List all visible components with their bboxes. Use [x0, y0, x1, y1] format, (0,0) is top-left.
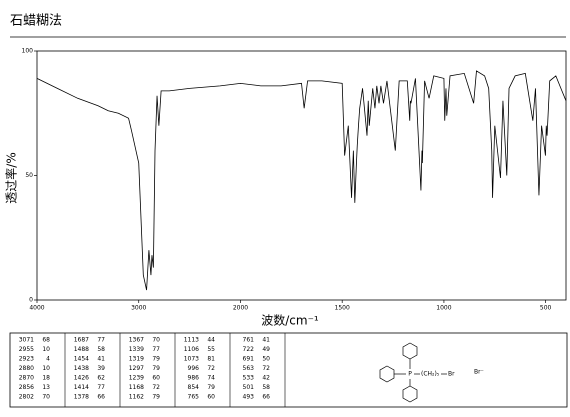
phenyl-ring	[379, 365, 395, 383]
transmittance: 58	[97, 346, 105, 353]
transmittance: 77	[152, 346, 160, 353]
transmittance: 72	[207, 365, 215, 372]
atom-label: Br	[448, 371, 455, 378]
transmittance: 79	[152, 394, 160, 401]
wavenumber: 493	[243, 394, 255, 401]
wavenumber: 2955	[19, 346, 34, 353]
transmittance: 77	[97, 337, 105, 344]
wavenumber: 533	[243, 375, 255, 382]
wavenumber: 691	[243, 356, 255, 363]
phenyl-ring	[402, 385, 418, 403]
transmittance: 41	[262, 337, 270, 344]
x-tick-label: 3000	[131, 305, 146, 312]
wavenumber: 563	[243, 365, 255, 372]
transmittance: 39	[97, 365, 105, 372]
wavenumber: 1687	[74, 337, 89, 344]
atom-label: P	[408, 371, 412, 378]
wavenumber: 2802	[19, 394, 34, 401]
transmittance: 72	[152, 384, 160, 391]
x-tick-label: 500	[540, 305, 552, 312]
wavenumber: 1414	[74, 384, 89, 391]
wavenumber: 765	[188, 394, 200, 401]
x-axis-label: 波数/cm⁻¹	[261, 313, 319, 328]
transmittance: 13	[42, 384, 50, 391]
wavenumber: 1297	[129, 365, 144, 372]
wavenumber: 1438	[74, 365, 89, 372]
structure	[379, 342, 447, 403]
x-tick-label: 2000	[233, 305, 248, 312]
wavenumber: 1454	[74, 356, 89, 363]
wavenumber: 1073	[184, 356, 199, 363]
wavenumber: 854	[188, 384, 200, 391]
transmittance: 77	[97, 384, 105, 391]
y-tick-label: 0	[29, 297, 33, 304]
transmittance: 68	[42, 337, 50, 344]
wavenumber: 996	[188, 365, 200, 372]
y-axis-label: 透过率/%	[4, 152, 19, 203]
wavenumber: 1319	[129, 356, 144, 363]
plot-frame	[36, 50, 567, 301]
chart-title: 石蜡糊法	[10, 13, 62, 29]
transmittance: 55	[207, 346, 215, 353]
wavenumber: 2880	[19, 365, 34, 372]
transmittance: 79	[152, 365, 160, 372]
wavenumber: 3071	[19, 337, 34, 344]
transmittance: 42	[262, 375, 270, 382]
wavenumber: 761	[243, 337, 255, 344]
y-tick-label: 50	[25, 172, 33, 179]
table-frame	[9, 332, 568, 408]
transmittance: 4	[46, 356, 50, 363]
phenyl-ring	[402, 342, 418, 360]
wavenumber: 1426	[74, 375, 89, 382]
wavenumber: 1367	[129, 337, 144, 344]
transmittance: 58	[262, 384, 270, 391]
transmittance: 62	[97, 375, 105, 382]
wavenumber: 1162	[129, 394, 144, 401]
transmittance: 44	[207, 337, 215, 344]
chain-label: (CH₂)₅	[421, 371, 440, 378]
wavenumber: 1113	[184, 337, 199, 344]
wavenumber: 2923	[19, 356, 34, 363]
transmittance: 70	[152, 337, 160, 344]
transmittance: 10	[42, 365, 50, 372]
y-tick-label: 100	[22, 48, 34, 55]
wavenumber: 1339	[129, 346, 144, 353]
anion-label: Br⁻	[474, 369, 484, 376]
transmittance: 81	[207, 356, 215, 363]
wavenumber: 1378	[74, 394, 89, 401]
transmittance: 60	[152, 375, 160, 382]
wavenumber: 1239	[129, 375, 144, 382]
wavenumber: 722	[243, 346, 255, 353]
x-tick-label: 4000	[29, 305, 44, 312]
transmittance: 79	[207, 384, 215, 391]
transmittance: 70	[42, 394, 50, 401]
transmittance: 50	[262, 356, 270, 363]
wavenumber: 1488	[74, 346, 89, 353]
transmittance: 79	[152, 356, 160, 363]
transmittance: 49	[262, 346, 270, 353]
transmittance: 66	[97, 394, 105, 401]
wavenumber: 1168	[129, 384, 144, 391]
transmittance: 10	[42, 346, 50, 353]
transmittance: 18	[42, 375, 50, 382]
x-tick-label: 1000	[436, 305, 451, 312]
transmittance: 60	[207, 394, 215, 401]
wavenumber: 2870	[19, 375, 34, 382]
transmittance: 66	[262, 394, 270, 401]
wavenumber: 986	[188, 375, 200, 382]
wavenumber: 501	[243, 384, 255, 391]
wavenumber: 2856	[19, 384, 34, 391]
spectrum-line	[36, 70, 567, 291]
transmittance: 41	[97, 356, 105, 363]
transmittance: 72	[262, 365, 270, 372]
transmittance: 74	[207, 375, 215, 382]
wavenumber: 1106	[184, 346, 199, 353]
x-tick-label: 1500	[335, 305, 350, 312]
